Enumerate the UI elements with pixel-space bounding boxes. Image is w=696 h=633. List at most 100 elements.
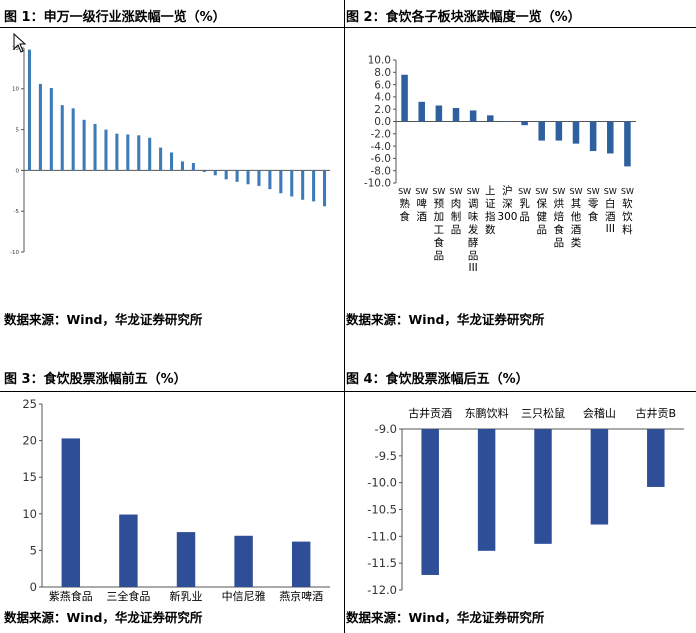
bar — [555, 121, 563, 141]
y-tick-label: 6.0 — [374, 79, 391, 91]
y-tick-label: 4.0 — [374, 92, 391, 104]
bar — [572, 121, 580, 144]
y-tick-label: 10.0 — [368, 55, 391, 67]
center-divider — [344, 0, 345, 633]
x-tick-label: 三全食品 — [106, 589, 150, 603]
bar — [119, 514, 138, 587]
y-tick-label: -9.5 — [375, 449, 397, 463]
y-tick-label: 5 — [30, 543, 37, 557]
bar — [452, 107, 460, 122]
x-tick-label: 会稽山 — [583, 406, 616, 420]
x-tick-label: 古井贡B — [636, 406, 677, 420]
bar — [323, 170, 327, 207]
fig2-source: 数据来源：Wind，华龙证券研究所 — [346, 312, 545, 327]
y-tick-label: -9.0 — [375, 422, 397, 436]
bar — [176, 532, 196, 587]
x-tick-label: 中信尼雅 — [222, 589, 266, 603]
fig2-title: 图 2：食饮各子板块涨跌幅度一览（%） — [346, 10, 581, 25]
bar — [590, 429, 609, 525]
y-tick-label: -11.5 — [367, 556, 397, 570]
y-tick-label: -8.0 — [371, 165, 392, 177]
bar — [257, 170, 261, 186]
x-tick-label: SW 肉制品 — [450, 187, 463, 236]
y-tick-label: -12.0 — [367, 583, 397, 597]
bar — [213, 170, 217, 176]
bar — [291, 541, 311, 587]
bar — [279, 170, 283, 194]
fig4-chart: -9.0 -9.5 -10.0 -10.5 -11.0 -11.5 -12.0 古井贡酒 东鹏饮… — [367, 406, 684, 597]
x-tick-label: 紫燕食品 — [49, 589, 93, 603]
bar — [38, 83, 42, 171]
bar — [234, 535, 253, 587]
bar — [180, 161, 184, 171]
x-tick-label: 燕京啤酒 — [279, 589, 323, 603]
x-tick-label: SW 保健品 — [535, 187, 548, 236]
y-tick-label: -6.0 — [371, 153, 392, 165]
x-tick-label: 东鹏饮料 — [465, 406, 509, 420]
bar — [301, 170, 305, 200]
y-tick-label: 15 — [22, 470, 37, 484]
panel-fig1: 图 1：申万一级行业涨跌幅一览（%） 15 10 5 0 -5 -10 数据来源：Wind… — [0, 0, 340, 330]
bar — [104, 129, 108, 171]
bar — [418, 101, 425, 122]
fig1-chart: 15 10 5 0 -5 -10 — [10, 46, 330, 256]
y-tick-label: 5 — [16, 128, 20, 134]
y-tick-label: 0 — [16, 168, 20, 174]
x-tick-label: 新乳业 — [170, 589, 203, 603]
bar — [504, 121, 511, 122]
y-tick-label: -10.5 — [367, 503, 397, 517]
bar — [137, 135, 141, 171]
mouse-cursor-icon — [13, 32, 27, 53]
panel-fig2: 图 2：食饮各子板块涨跌幅度一览（%） 10.0 8.0 6.0 4.0 2.0 0.0-… — [346, 0, 696, 330]
y-tick-label: 8.0 — [374, 67, 391, 79]
bar — [647, 429, 665, 487]
x-tick-label: SW 熟食 — [398, 187, 411, 223]
bar — [607, 121, 614, 154]
bar — [159, 147, 163, 171]
bar — [148, 137, 152, 171]
x-tick-label: 三只松鼠 — [521, 406, 565, 420]
bar — [82, 119, 86, 171]
bar — [170, 152, 174, 171]
fig4-title: 图 4：食饮股票涨幅后五（%） — [346, 372, 529, 387]
y-tick-label: 0 — [30, 580, 37, 594]
x-tick-label: SW 白酒 III — [604, 187, 617, 235]
fig3-source: 数据来源：Wind，华龙证券研究所 — [4, 610, 203, 625]
fig1-title: 图 1：申万一级行业涨跌幅一览（%） — [4, 10, 226, 25]
bar — [191, 163, 195, 171]
y-tick-label: 2.0 — [374, 104, 391, 116]
fig4-source: 数据来源：Wind，华龙证券研究所 — [346, 610, 545, 625]
bar — [487, 115, 494, 122]
middle-rule — [0, 391, 696, 392]
y-tick-label: 15 — [12, 46, 19, 52]
bar — [71, 108, 75, 171]
y-tick-label: -4.0 — [371, 141, 392, 153]
bar — [435, 105, 443, 122]
bar — [126, 134, 130, 171]
bar — [115, 133, 119, 171]
x-tick-label: 古井贡酒 — [408, 406, 452, 420]
bar — [93, 123, 97, 171]
y-tick-label: -10.0 — [367, 476, 397, 490]
x-tick-label: 上证指数 — [485, 185, 496, 236]
bar — [246, 170, 250, 185]
bar — [401, 74, 408, 122]
y-tick-label: -10.0 — [364, 178, 391, 190]
fig3-chart: 25 20 15 10 5 0 紫燕食品 三全食品 新乳业 中信尼雅 燕京啤酒 — [22, 397, 330, 603]
bar — [469, 110, 477, 122]
fig1-source: 数据来源：Wind，华龙证券研究所 — [4, 312, 203, 327]
bar — [421, 429, 439, 575]
bar — [27, 49, 31, 171]
bar — [224, 170, 228, 180]
y-tick-label: 10 — [12, 87, 19, 93]
y-tick-label: -2.0 — [371, 128, 392, 140]
x-tick-label: SW 啤酒 — [415, 187, 428, 223]
x-tick-label: SW 调味发酵品 III — [467, 187, 480, 274]
bar — [202, 170, 206, 173]
fig2-chart: 10.08.06.04.02.00.0-2.0-4.0-6.0-8.0-10.0… — [364, 55, 636, 274]
x-tick-label: 沪深 300 — [497, 184, 517, 223]
y-tick-label: -10 — [10, 250, 19, 256]
x-tick-label: SW 零食 — [587, 187, 600, 223]
bar — [290, 170, 294, 197]
bar — [624, 121, 631, 167]
